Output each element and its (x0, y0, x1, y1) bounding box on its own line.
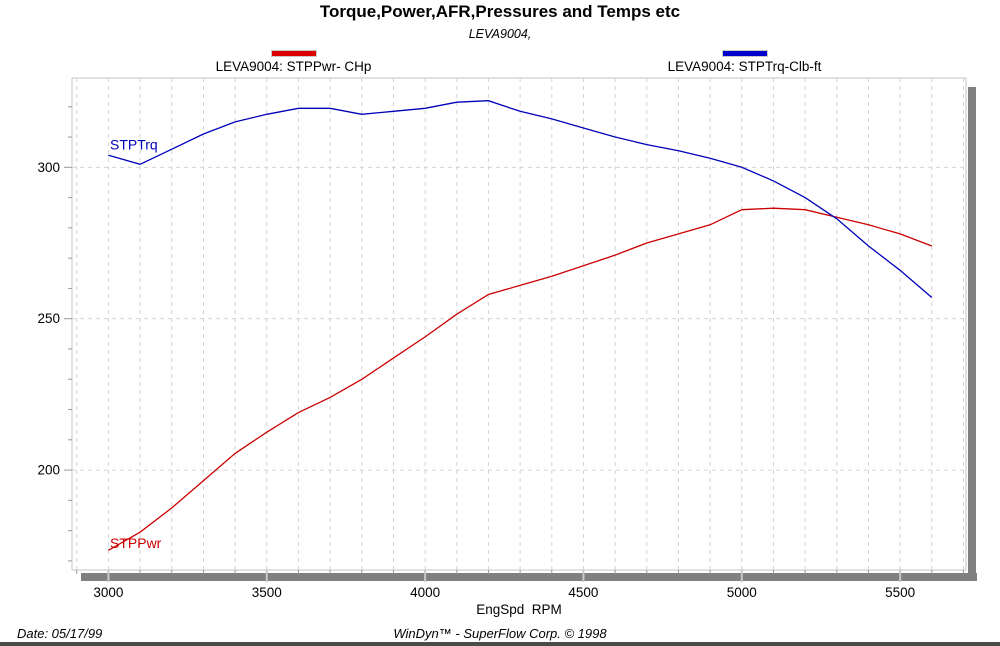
x-tick-label: 3000 (93, 585, 123, 600)
x-tick-label: 4000 (410, 585, 440, 600)
x-tick-label: 5000 (727, 585, 757, 600)
legend-item-power: LEVA9004: STPPwr- CHp (171, 50, 416, 74)
curve-label-stptrq: STPTrq (110, 137, 158, 153)
legend-item-torque: LEVA9004: STPTrq-Clb-ft (622, 50, 867, 74)
y-tick-label: 250 (37, 311, 60, 326)
y-tick-label: 300 (37, 160, 60, 175)
axis-ticks (64, 106, 964, 582)
footer-date: Date: 05/17/99 (17, 626, 103, 641)
legend-swatch-power (270, 50, 317, 57)
gridlines (72, 78, 966, 570)
x-tick-label: 5500 (885, 585, 915, 600)
y-tick-label: 200 (37, 463, 60, 478)
series-line-stppwr (108, 207, 933, 551)
legend-swatch-torque (721, 50, 768, 57)
plot-shadow-right (968, 87, 976, 581)
plot-frame (71, 77, 967, 571)
legend-label-power: LEVA9004: STPPwr- CHp (215, 59, 372, 74)
legend-label-torque: LEVA9004: STPTrq-Clb-ft (667, 59, 822, 74)
curve-label-stppwr: STPPwr (110, 535, 162, 551)
x-axis-title: EngSpd RPM (476, 602, 562, 617)
plot-shadow-bottom (81, 573, 977, 581)
footer-brand: WinDyn™ - SuperFlow Corp. © 1998 (393, 626, 607, 641)
chart-subtitle: LEVA9004, (468, 27, 532, 41)
bottom-edge-strip (0, 642, 1000, 646)
x-tick-label: 4500 (568, 585, 598, 600)
x-tick-label: 3500 (252, 585, 282, 600)
series-line-stptrq (108, 100, 933, 298)
page-title: Torque,Power,AFR,Pressures and Temps etc (319, 2, 681, 21)
